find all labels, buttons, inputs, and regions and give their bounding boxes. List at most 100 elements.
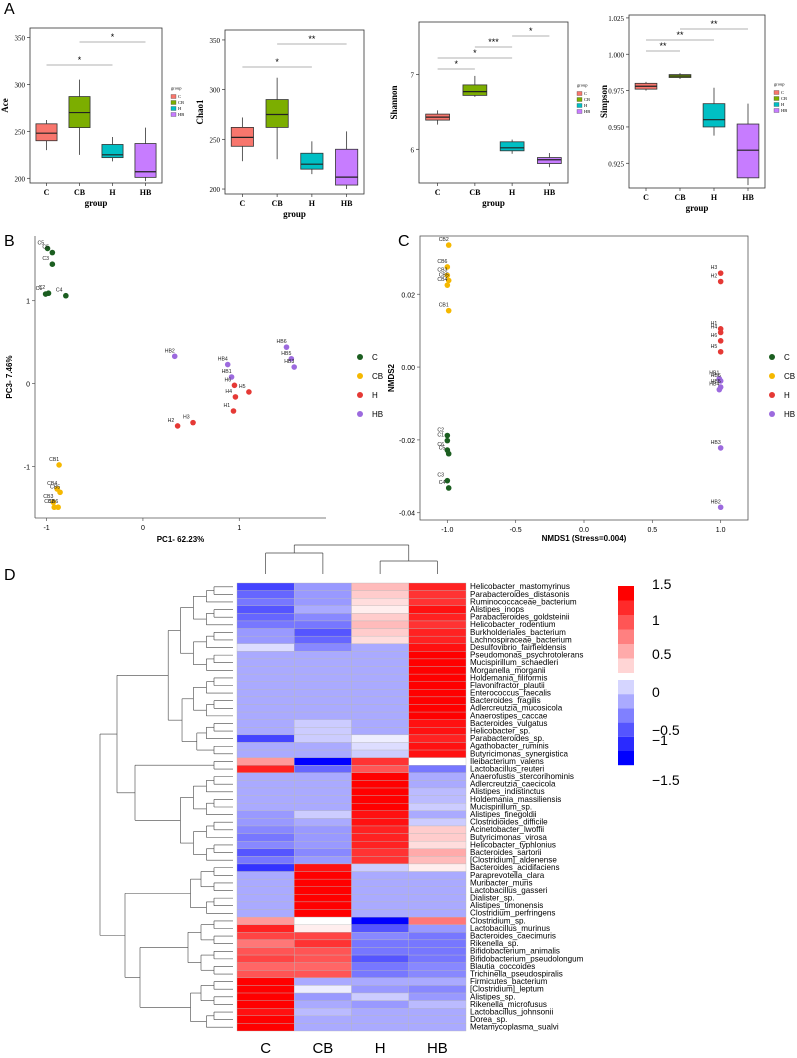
x-tick-label-cb: CB xyxy=(674,193,686,202)
heatmap-cell xyxy=(294,765,352,774)
heatmap-cell xyxy=(236,909,295,918)
row-label: Holdemania_massiliensis xyxy=(470,795,561,804)
heatmap-cell xyxy=(236,916,295,925)
colorbar-segment xyxy=(618,600,634,615)
heatmap-cell xyxy=(236,977,295,986)
heatmap-cell xyxy=(236,840,295,849)
heatmap-cell xyxy=(294,848,352,857)
heatmap-cell xyxy=(236,947,295,956)
heatmap-cell xyxy=(294,932,352,941)
legend-marker-h xyxy=(357,392,363,398)
heatmap-cell xyxy=(236,856,295,865)
heatmap-cell xyxy=(294,863,352,872)
point-label: C2 xyxy=(437,428,444,434)
legend-marker-c xyxy=(357,354,363,360)
heatmap-cell xyxy=(236,954,295,963)
heatmap-cell xyxy=(351,939,409,948)
legend-title: group xyxy=(171,86,182,91)
x-axis-label: group xyxy=(283,209,306,219)
x-tick-label: 1 xyxy=(237,525,241,532)
row-label: Helicobacter_typhlonius xyxy=(470,840,556,849)
row-label: Pseudomonas_psychrotolerans xyxy=(470,651,583,660)
heatmap-cell xyxy=(236,894,295,903)
heatmap-cell xyxy=(408,818,467,827)
y-tick-label: 7 xyxy=(411,71,415,79)
heatmap-cell xyxy=(236,924,295,933)
heatmap-cell xyxy=(294,871,352,880)
x-axis-label: group xyxy=(85,198,108,208)
significance-label: * xyxy=(111,32,115,42)
point-hb3 xyxy=(291,364,298,370)
panel-label-d: D xyxy=(4,567,16,584)
row-label: Adlercreutzia_caecicola xyxy=(470,780,556,789)
heatmap-cell xyxy=(236,742,295,751)
heatmap-cell xyxy=(408,590,467,599)
point-label: C1 xyxy=(437,433,444,439)
heatmap-cell xyxy=(294,1015,352,1024)
point-label: HB3 xyxy=(711,440,721,446)
column-label-hb: HB xyxy=(427,1040,448,1057)
point-label: HB2 xyxy=(165,348,175,354)
row-label: Acinetobacter_lwoffii xyxy=(470,825,544,834)
x-tick-label-cb: CB xyxy=(469,188,481,197)
colorbar-label: 1 xyxy=(652,612,660,628)
plot-frame xyxy=(418,21,569,184)
heatmap-cell xyxy=(236,719,295,728)
point-label: HB1 xyxy=(709,371,719,377)
heatmap-cell xyxy=(236,689,295,698)
point-label: HB4 xyxy=(218,357,228,363)
heatmap-cell xyxy=(408,856,467,865)
row-label: Alistipes_indistinctus xyxy=(470,787,545,796)
row-label: Helicobacter_sp. xyxy=(470,726,530,735)
legend-label-hb: HB xyxy=(372,410,383,419)
heatmap-cell xyxy=(408,689,467,698)
heatmap-cell xyxy=(408,932,467,941)
point-label: CB4 xyxy=(47,481,57,487)
row-label: Helicobacter_mastomyrinus xyxy=(470,582,570,591)
heatmap-cell xyxy=(408,628,467,637)
heatmap-cell xyxy=(408,992,467,1001)
y-tick-label: 0.02 xyxy=(401,292,415,299)
heatmap-cell xyxy=(408,666,467,675)
heatmap-cell xyxy=(236,985,295,994)
heatmap-cell xyxy=(294,795,352,804)
point-label: CB3 xyxy=(437,267,447,273)
heatmap-cell xyxy=(294,894,352,903)
y-axis-label: Simpson xyxy=(599,85,609,118)
heatmap-cell xyxy=(294,689,352,698)
heatmap-cell xyxy=(351,582,409,591)
point-label: CB2 xyxy=(44,499,54,505)
heatmap-cell xyxy=(408,658,467,667)
row-label: Clostridium_sp. xyxy=(470,916,526,925)
point-cb6 xyxy=(444,264,451,270)
heatmap-cell xyxy=(351,833,409,842)
colorbar-label: 1.5 xyxy=(652,576,672,592)
point-h2 xyxy=(717,278,724,285)
colorbar-label: −1 xyxy=(652,732,668,748)
row-label: Lactobacillus_gasseri xyxy=(470,886,548,895)
box-h xyxy=(702,103,726,128)
heatmap-cell xyxy=(408,734,467,743)
heatmap-cell xyxy=(408,924,467,933)
heatmap-cell xyxy=(351,840,409,849)
box-cb xyxy=(462,84,488,96)
heatmap-cell xyxy=(408,651,467,660)
heatmap-cell xyxy=(236,605,295,614)
row-label: Alistipes_timonensis xyxy=(470,901,543,910)
heatmap: Helicobacter_mastomyrinusParabacteroides… xyxy=(99,544,680,1057)
significance-label: ** xyxy=(308,34,316,44)
heatmap-cell xyxy=(351,856,409,865)
legend-marker-cb xyxy=(769,373,775,379)
row-label: Paraprevotella_clara xyxy=(470,871,545,880)
point-cb2 xyxy=(51,504,58,511)
heatmap-cell xyxy=(351,992,409,1001)
point-label: HB6 xyxy=(276,339,286,345)
point-label: CB5 xyxy=(50,484,60,490)
heatmap-cell xyxy=(294,749,352,758)
point-c2 xyxy=(444,432,451,439)
x-tick-label-cb: CB xyxy=(272,199,284,208)
point-hb2 xyxy=(717,504,724,511)
heatmap-cell xyxy=(408,635,467,644)
